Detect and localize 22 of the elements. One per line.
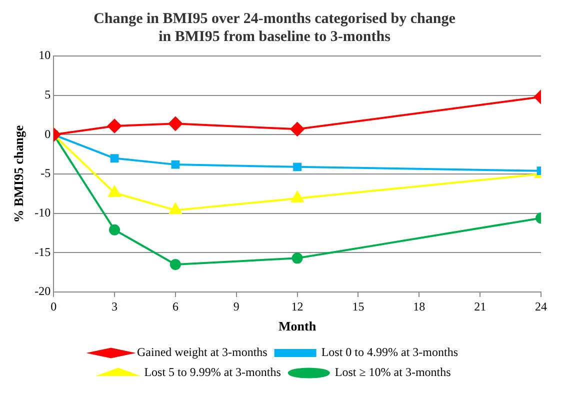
x-axis-title: Month: [278, 318, 317, 334]
y-tick-label: -5: [40, 166, 51, 180]
legend-label: Lost 5 to 9.99% at 3-months: [144, 365, 282, 380]
x-tick-label: 12: [291, 299, 304, 314]
legend-label: Gained weight at 3-months: [137, 345, 268, 360]
x-tick-label: 18: [413, 299, 426, 314]
y-axis-title: % BMI95 change: [11, 125, 26, 223]
y-tick-label: 10: [38, 48, 51, 62]
y-tick-label: -15: [34, 244, 51, 259]
y-tick-label: 5: [44, 87, 51, 102]
legend-label: Lost ≥ 10% at 3-months: [334, 365, 452, 380]
y-tick-label: -20: [34, 284, 51, 298]
x-tick-label: 21: [474, 299, 486, 314]
x-tick-label: 24: [535, 299, 547, 314]
x-tick-label: 6: [172, 299, 178, 314]
legend-label: Lost 0 to 4.99% at 3-months: [321, 345, 458, 360]
y-tick-label: 0: [44, 126, 51, 141]
x-tick-label: 9: [233, 299, 240, 314]
x-tick-label: 15: [352, 299, 364, 314]
chart-title: Change in BMI95 over 24-months categorised by change in BMI95 from baseline to 3-months: [94, 10, 456, 45]
y-tick-label: -10: [34, 205, 51, 220]
x-tick-label: 3: [112, 299, 118, 314]
